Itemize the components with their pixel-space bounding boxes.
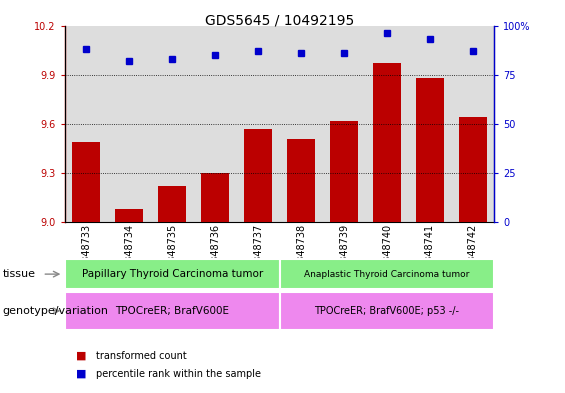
- Text: genotype/variation: genotype/variation: [3, 306, 109, 316]
- Bar: [72, 142, 101, 222]
- Text: Anaplastic Thyroid Carcinoma tumor: Anaplastic Thyroid Carcinoma tumor: [305, 270, 470, 279]
- Bar: [158, 186, 186, 222]
- Bar: [373, 63, 401, 222]
- Bar: [416, 78, 444, 222]
- Text: ■: ■: [76, 351, 87, 361]
- Text: percentile rank within the sample: percentile rank within the sample: [96, 369, 261, 379]
- Bar: [244, 129, 272, 222]
- Text: Papillary Thyroid Carcinoma tumor: Papillary Thyroid Carcinoma tumor: [82, 269, 263, 279]
- Text: ■: ■: [76, 369, 87, 379]
- Bar: [330, 121, 358, 222]
- Text: TPOCreER; BrafV600E: TPOCreER; BrafV600E: [115, 306, 229, 316]
- Bar: [201, 173, 229, 222]
- Text: GDS5645 / 10492195: GDS5645 / 10492195: [205, 14, 354, 28]
- Bar: [287, 139, 315, 222]
- Text: TPOCreER; BrafV600E; p53 -/-: TPOCreER; BrafV600E; p53 -/-: [315, 306, 459, 316]
- Bar: [115, 209, 144, 222]
- Bar: [459, 117, 487, 222]
- Text: transformed count: transformed count: [96, 351, 187, 361]
- Text: tissue: tissue: [3, 269, 36, 279]
